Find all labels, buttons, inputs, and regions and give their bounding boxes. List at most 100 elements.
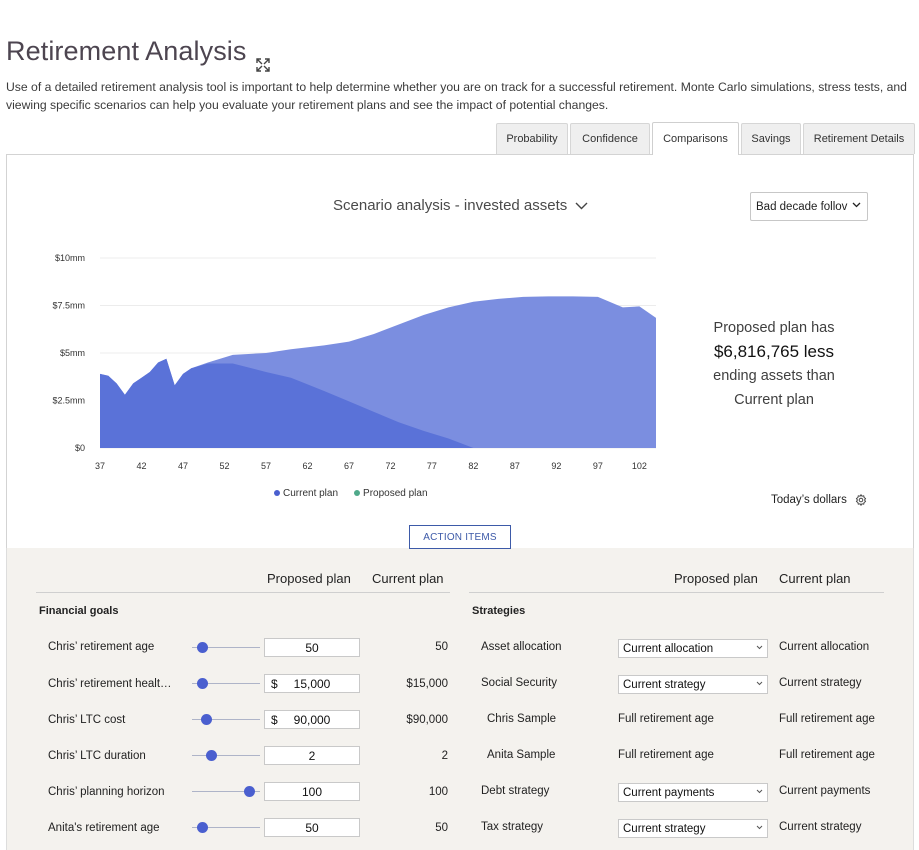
expand-icon[interactable] (255, 48, 270, 72)
goal-label-chris-planning-horizon: Chris’ planning horizon (48, 786, 165, 798)
goal-label-chris-ltc-cost: Chris’ LTC cost (48, 714, 126, 726)
dropdown-asset-allocation[interactable]: Current allocation (618, 639, 768, 658)
chevron-down-icon (756, 645, 763, 650)
slider-anita-retirement-age[interactable] (192, 821, 260, 835)
slider-thumb[interactable] (201, 714, 213, 725)
dropdown-tax-strategy[interactable]: Current strategy (618, 819, 768, 838)
x-tick-label: 72 (385, 461, 395, 471)
current-chris-sample: Full retirement age (779, 713, 875, 725)
dropdown-value: Current strategy (623, 823, 706, 835)
tab-savings[interactable]: Savings (741, 123, 801, 154)
tab-retirement-details[interactable]: Retirement Details (803, 123, 915, 154)
x-tick-label: 62 (302, 461, 312, 471)
plan-comparison-table (6, 548, 914, 850)
slider-thumb[interactable] (244, 786, 256, 797)
dropdown-social-security[interactable]: Current strategy (618, 675, 768, 694)
dropdown-debt-strategy[interactable]: Current payments (618, 783, 768, 802)
x-tick-label: 97 (593, 461, 603, 471)
tab-confidence[interactable]: Confidence (570, 123, 650, 154)
scenario-select[interactable]: Bad decade follov (750, 192, 868, 221)
slider-chris-planning-horizon[interactable] (192, 785, 260, 799)
current-chris-ltc-duration: 2 (441, 750, 448, 762)
current-anita-sample: Full retirement age (779, 749, 875, 761)
chevron-down-icon (575, 202, 588, 209)
summary-line-1: Proposed plan has (713, 320, 835, 336)
input-value: 50 (305, 641, 319, 655)
legend-label-current: Current plan (283, 488, 339, 499)
input-chris-ltc-cost[interactable]: $90,000 (264, 710, 360, 729)
slider-track (192, 647, 260, 648)
slider-track (192, 755, 260, 756)
page-title: Retirement Analysis (6, 36, 270, 72)
invested-assets-chart: $0 $2.5mm $5mm $7.5mm $10mm 37 42 47 52 57 62 67 72 7… (52, 253, 656, 471)
page-title-text: Retirement Analysis (6, 36, 247, 66)
legend-label-proposed: Proposed plan (363, 488, 428, 499)
current-chris-planning-horizon: 100 (428, 786, 448, 798)
slider-thumb[interactable] (196, 642, 208, 653)
goal-label-chris-retirement-health: Chris’ retirement healt… (48, 678, 172, 690)
strategies-title: Strategies (472, 605, 526, 617)
strategy-label-social-security: Social Security (481, 677, 558, 689)
series-area-proposed-plan (100, 358, 656, 448)
x-tick-label: 42 (136, 461, 146, 471)
goal-label-anita-retirement-age: Anita's retirement age (48, 822, 160, 834)
input-chris-ltc-duration[interactable]: 2 (264, 746, 360, 765)
strategy-label-debt-strategy: Debt strategy (481, 785, 550, 797)
input-anita-retirement-age[interactable]: 50 (264, 818, 360, 837)
strategy-label-chris-sample: Chris Sample (487, 713, 557, 725)
tab-probability[interactable]: Probability (496, 123, 568, 154)
input-chris-retirement-health[interactable]: $15,000 (264, 674, 360, 693)
current-debt-strategy: Current payments (779, 785, 871, 797)
divider-left (36, 592, 450, 593)
slider-thumb[interactable] (196, 822, 208, 833)
x-tick-label: 67 (344, 461, 354, 471)
strategy-label-asset-allocation: Asset allocation (481, 641, 562, 653)
dropdown-value: Current strategy (623, 679, 706, 691)
x-tick-label: 87 (510, 461, 520, 471)
slider-chris-ltc-cost[interactable] (192, 713, 260, 727)
input-chris-retirement-age[interactable]: 50 (264, 638, 360, 657)
slider-thumb[interactable] (205, 750, 217, 761)
current-anita-retirement-age: 50 (435, 822, 448, 834)
slider-thumb[interactable] (196, 678, 208, 689)
goal-label-chris-ltc-duration: Chris’ LTC duration (48, 750, 146, 762)
dropdown-value: Current allocation (623, 643, 714, 655)
x-tick-label: 92 (551, 461, 561, 471)
input-value: 90,000 (293, 713, 331, 727)
chevron-down-icon (756, 825, 763, 830)
slider-track (192, 827, 260, 828)
scenario-select-value: Bad decade follov (756, 200, 848, 213)
input-value: 15,000 (293, 677, 331, 691)
action-items-button[interactable]: ACTION ITEMS (409, 525, 511, 549)
input-value: 2 (308, 749, 316, 763)
current-chris-ltc-cost: $90,000 (406, 714, 448, 726)
slider-chris-retirement-age[interactable] (192, 641, 260, 655)
slider-chris-ltc-duration[interactable] (192, 749, 260, 763)
input-value: 100 (301, 785, 323, 799)
todays-dollars-toggle[interactable]: Today’s dollars (771, 494, 867, 506)
summary-line-3: ending assets than (713, 368, 835, 384)
chevron-down-icon (756, 681, 763, 686)
proposed-anita-sample: Full retirement age (618, 749, 714, 761)
x-tick-label: 77 (427, 461, 437, 471)
x-tick-label: 47 (178, 461, 188, 471)
strategy-label-anita-sample: Anita Sample (487, 749, 556, 761)
slider-track (192, 791, 260, 792)
tab-comparisons[interactable]: Comparisons (652, 122, 739, 155)
current-chris-retirement-health: $15,000 (406, 678, 448, 690)
y-tick-label: $10mm (55, 253, 85, 263)
plan-summary: Proposed plan has $6,816,765 less ending… (690, 316, 858, 412)
current-tax-strategy: Current strategy (779, 821, 862, 833)
legend-item-current: Current plan (274, 488, 338, 499)
chart-scenario-dropdown[interactable]: Scenario analysis - invested assets (333, 197, 588, 214)
col-head-proposed-right: Proposed plan (674, 571, 758, 586)
summary-line-4: Current plan (734, 392, 814, 408)
slider-chris-retirement-health[interactable] (192, 677, 260, 691)
gear-icon[interactable] (855, 494, 867, 506)
y-tick-label: $0 (75, 443, 85, 453)
input-chris-planning-horizon[interactable]: 100 (264, 782, 360, 801)
current-chris-retirement-age: 50 (435, 641, 448, 653)
y-tick-label: $7.5mm (52, 301, 85, 311)
todays-dollars-label: Today’s dollars (771, 494, 847, 506)
chart-legend: Current plan Proposed plan (274, 488, 428, 499)
